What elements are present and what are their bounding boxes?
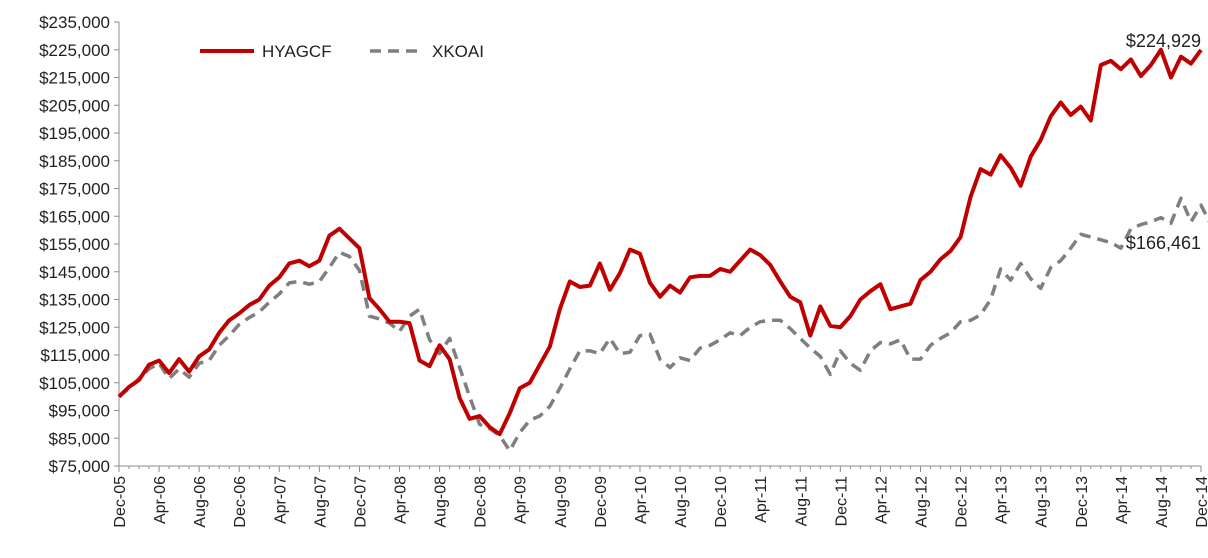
x-tick-label: Apr-14: [1114, 476, 1131, 524]
x-tick-label: Aug-12: [913, 476, 930, 528]
y-tick-label: $185,000: [39, 152, 110, 171]
x-tick-label: Apr-06: [152, 476, 169, 524]
x-tick-label: Dec-09: [593, 476, 610, 528]
x-tick-label: Apr-13: [994, 476, 1011, 524]
y-tick-label: $195,000: [39, 124, 110, 143]
x-tick-label: Aug-09: [553, 476, 570, 528]
end-label-xkoai: $166,461: [1126, 233, 1201, 253]
y-axis: $75,000 $85,000 $95,000 $105,000 $115,000 $12…: [39, 13, 120, 476]
series-line-xkoai: [117, 196, 1208, 453]
x-tick-label: Dec-14: [1194, 476, 1208, 528]
y-tick-label: $75,000: [49, 457, 110, 476]
y-tick-label: $105,000: [39, 374, 110, 393]
y-tick-label: $115,000: [40, 346, 110, 365]
x-tick-label: Aug-06: [192, 476, 209, 528]
y-tick-label: $215,000: [39, 69, 110, 88]
x-tick-label: Dec-12: [954, 476, 971, 528]
x-tick-label: Apr-12: [873, 476, 890, 524]
y-tick-label: $165,000: [39, 207, 110, 226]
x-tick-label: Aug-08: [433, 476, 450, 528]
y-tick-label: $85,000: [49, 429, 110, 448]
x-tick-label: Dec-11: [833, 476, 850, 526]
series-line-hyagcf: [117, 47, 1203, 437]
x-tick-label: Apr-08: [393, 476, 410, 524]
x-tick-label: Dec-13: [1074, 476, 1091, 528]
series-layer: [117, 47, 1208, 453]
y-tick-label: $175,000: [39, 180, 110, 199]
x-tick-label: Apr-09: [513, 476, 530, 524]
x-tick-label: Aug-14: [1154, 476, 1171, 528]
x-tick-label: Dec-08: [473, 476, 490, 528]
legend-label-xkoai: XKOAI: [432, 42, 484, 61]
x-tick-label: Dec-07: [352, 476, 369, 528]
x-tick-label: Aug-13: [1034, 476, 1051, 528]
x-tick-label: Dec-10: [713, 476, 730, 528]
legend-label-hyagcf: HYAGCF: [262, 42, 332, 61]
y-tick-label: $155,000: [39, 235, 110, 254]
x-tick-label: Apr-07: [272, 476, 289, 524]
y-tick-label: $145,000: [39, 263, 110, 282]
y-tick-label: $95,000: [49, 402, 110, 421]
y-tick-label: $225,000: [39, 41, 110, 60]
y-tick-label: $205,000: [39, 96, 110, 115]
x-tick-label: Dec-05: [112, 476, 129, 528]
x-tick-label: Apr-11: [753, 476, 770, 523]
y-tick-label: $125,000: [39, 318, 110, 337]
legend: HYAGCF XKOAI: [200, 42, 484, 61]
x-tick-label: Aug-10: [673, 476, 690, 528]
x-tick-label: Dec-06: [232, 476, 249, 528]
end-labels: $224,929 $166,461: [1126, 31, 1201, 253]
y-tick-label: $135,000: [39, 291, 110, 310]
end-label-hyagcf: $224,929: [1126, 31, 1201, 51]
y-tick-label: $235,000: [39, 13, 110, 32]
x-tick-label: Aug-07: [312, 476, 329, 528]
x-tick-label: Aug-11: [793, 476, 810, 527]
x-axis: Dec-05 Apr-06 Aug-06 Dec-06 Apr-07 Aug-07 Dec-…: [112, 465, 1208, 528]
x-tick-label: Apr-10: [633, 476, 650, 524]
